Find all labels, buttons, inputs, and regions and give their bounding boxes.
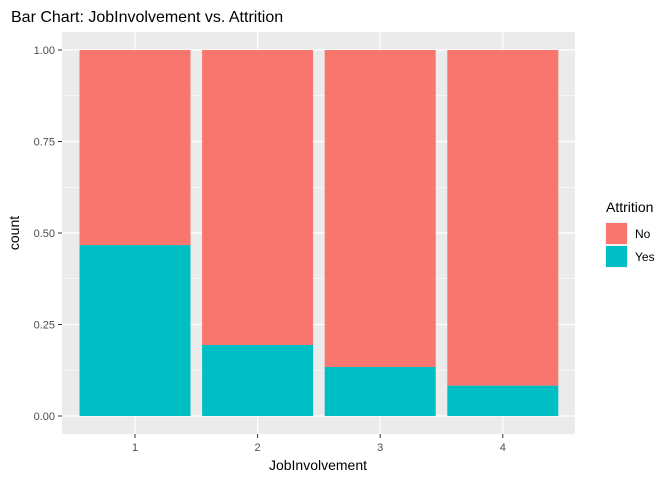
bar-no-1: [79, 50, 191, 246]
bar-no-3: [324, 50, 436, 367]
y-tick-label: 0.00: [34, 411, 55, 423]
legend-label-no: No: [635, 227, 651, 241]
y-axis-title: count: [6, 216, 22, 250]
legend-label-yes: Yes: [635, 250, 655, 264]
legend-title: Attrition: [606, 199, 653, 215]
legend-swatch-no: [606, 223, 627, 244]
x-tick-label: 2: [255, 442, 261, 454]
y-axis: 0.00 0.25 0.50 0.75 1.00: [34, 45, 62, 423]
bar-no-2: [202, 50, 314, 345]
x-tick-label: 3: [377, 442, 383, 454]
y-tick-label: 0.75: [34, 137, 55, 149]
legend-swatch-yes: [606, 246, 627, 267]
x-tick-label: 1: [132, 442, 138, 454]
chart-title: Bar Chart: JobInvolvement vs. Attrition: [11, 9, 283, 26]
bar-no-4: [447, 50, 559, 386]
y-tick-label: 0.25: [34, 320, 55, 332]
x-axis: 1 2 3 4: [132, 434, 506, 454]
bar-yes-1: [79, 245, 191, 416]
bar-yes-3: [324, 366, 436, 416]
bar-yes-2: [202, 344, 314, 416]
y-tick-label: 1.00: [34, 45, 55, 57]
x-tick-label: 4: [500, 442, 506, 454]
bars: [79, 50, 559, 416]
y-tick-label: 0.50: [34, 228, 55, 240]
x-axis-title: JobInvolvement: [269, 457, 367, 473]
bar-yes-4: [447, 385, 559, 416]
legend: Attrition No Yes: [605, 199, 655, 268]
